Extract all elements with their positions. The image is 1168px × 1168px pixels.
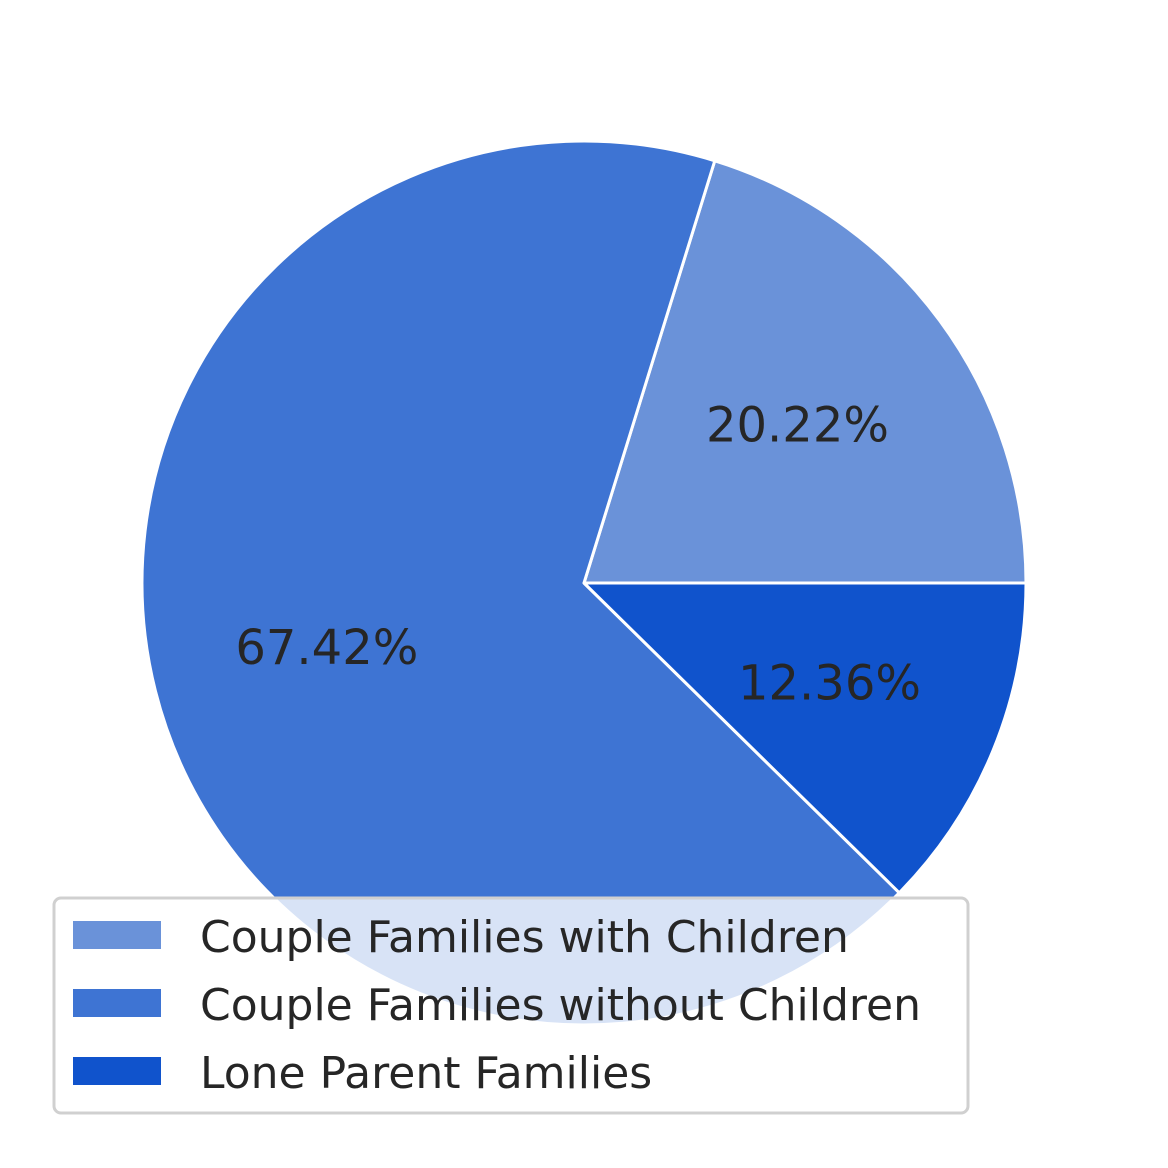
legend-swatch-lone-parent — [73, 1057, 161, 1085]
pie-slice-label-lone-parent: 12.36% — [738, 655, 921, 711]
pie-slice-label-couple-with-children: 20.22% — [706, 398, 889, 454]
legend-frame — [52, 896, 970, 1115]
legend-swatch-couple-without-children — [73, 989, 161, 1017]
legend-swatch-couple-with-children — [73, 921, 161, 949]
legend-label-lone-parent: Lone Parent Families — [200, 1048, 652, 1099]
pie-slice-label-couple-without-children: 67.42% — [235, 620, 418, 676]
legend: Couple Families with Children Couple Fam… — [52, 896, 970, 1115]
pie-slice-couple-with-children — [582, 159, 1028, 585]
legend-label-couple-without-children: Couple Families without Children — [200, 980, 921, 1031]
pie-slice-lone-parent — [582, 581, 1028, 895]
pie-slices — [140, 139, 1028, 1027]
legend-label-couple-with-children: Couple Families with Children — [200, 912, 849, 963]
pie-slice-labels: 20.22% 67.42% 12.36% — [235, 398, 921, 712]
